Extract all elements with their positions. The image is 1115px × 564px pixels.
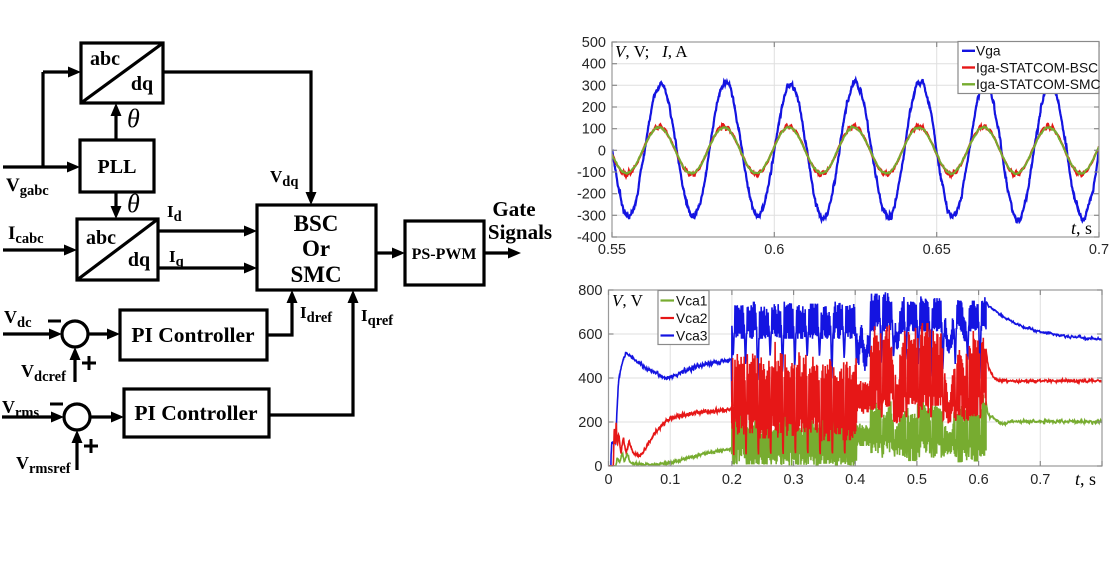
svg-text:0.6: 0.6 bbox=[969, 472, 989, 488]
svg-text:V, V: V, V bbox=[612, 291, 644, 310]
svg-text:V, V; I, A: V, V; I, A bbox=[615, 42, 688, 61]
svg-text:dq: dq bbox=[131, 73, 153, 95]
svg-text:500: 500 bbox=[582, 35, 606, 51]
svg-text:400: 400 bbox=[578, 371, 602, 387]
svg-text:Iga-STATCOM-SMC: Iga-STATCOM-SMC bbox=[976, 77, 1100, 92]
svg-text:PS-PWM: PS-PWM bbox=[412, 246, 477, 263]
svg-text:θ: θ bbox=[127, 104, 140, 133]
svg-text:0: 0 bbox=[594, 459, 602, 475]
svg-text:0.3: 0.3 bbox=[784, 472, 804, 488]
svg-text:0: 0 bbox=[604, 472, 612, 488]
svg-text:Vga: Vga bbox=[976, 44, 1001, 59]
svg-text:0.5: 0.5 bbox=[907, 472, 927, 488]
svg-text:200: 200 bbox=[582, 100, 606, 116]
svg-text:200: 200 bbox=[578, 415, 602, 431]
svg-text:Vca2: Vca2 bbox=[676, 311, 707, 326]
svg-text:Signals: Signals bbox=[488, 220, 552, 244]
svg-text:Or: Or bbox=[302, 236, 330, 261]
svg-text:600: 600 bbox=[578, 327, 602, 343]
svg-text:800: 800 bbox=[578, 283, 602, 299]
svg-text:-200: -200 bbox=[577, 187, 606, 203]
svg-text:-100: -100 bbox=[577, 165, 606, 181]
svg-text:0.4: 0.4 bbox=[845, 472, 865, 488]
svg-text:300: 300 bbox=[582, 78, 606, 94]
svg-text:-300: -300 bbox=[577, 208, 606, 224]
svg-text:0.7: 0.7 bbox=[1030, 472, 1050, 488]
svg-text:abc: abc bbox=[90, 48, 120, 70]
svg-text:0.2: 0.2 bbox=[722, 472, 742, 488]
svg-text:400: 400 bbox=[582, 57, 606, 73]
svg-text:t, s: t, s bbox=[1071, 218, 1092, 238]
svg-text:0: 0 bbox=[598, 143, 606, 159]
svg-text:θ: θ bbox=[127, 189, 140, 218]
svg-text:BSC: BSC bbox=[294, 211, 339, 236]
svg-text:t, s: t, s bbox=[1075, 469, 1096, 489]
svg-text:SMC: SMC bbox=[290, 262, 341, 287]
svg-text:abc: abc bbox=[86, 227, 116, 249]
svg-text:0.65: 0.65 bbox=[923, 242, 951, 258]
svg-text:100: 100 bbox=[582, 122, 606, 138]
svg-text:0.6: 0.6 bbox=[764, 242, 784, 258]
svg-text:PI Controller: PI Controller bbox=[134, 401, 258, 425]
svg-text:dq: dq bbox=[128, 249, 150, 271]
svg-text:0.1: 0.1 bbox=[660, 472, 680, 488]
svg-text:0.55: 0.55 bbox=[598, 242, 626, 258]
svg-text:-400: -400 bbox=[577, 230, 606, 246]
svg-text:Iga-STATCOM-BSC: Iga-STATCOM-BSC bbox=[976, 60, 1098, 75]
svg-text:Vca3: Vca3 bbox=[676, 328, 708, 343]
svg-text:Vca1: Vca1 bbox=[676, 293, 707, 308]
svg-text:Gate: Gate bbox=[492, 197, 535, 221]
svg-text:PLL: PLL bbox=[98, 156, 137, 178]
svg-text:PI Controller: PI Controller bbox=[131, 323, 255, 347]
svg-text:0.7: 0.7 bbox=[1089, 242, 1109, 258]
